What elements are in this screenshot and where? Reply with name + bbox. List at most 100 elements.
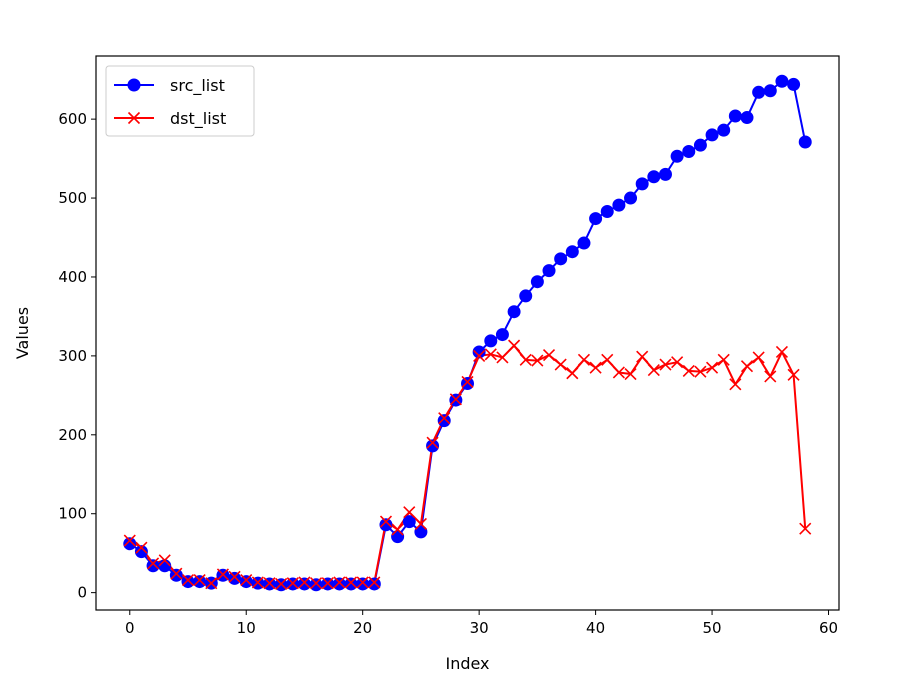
data-point-src_list — [624, 191, 638, 205]
data-point-src_list — [402, 515, 416, 529]
data-point-dst_list — [577, 353, 591, 366]
data-point-dst_list — [508, 339, 521, 352]
legend-marker — [127, 111, 141, 125]
x-tick-label: 0 — [125, 619, 135, 637]
data-point-src_list — [740, 111, 754, 125]
data-point-src_list — [787, 77, 801, 91]
legend-marker — [127, 78, 141, 92]
x-tick-label: 50 — [703, 619, 722, 637]
data-point-src_list — [391, 530, 405, 544]
data-point-src_list — [123, 537, 137, 551]
data-point-dst_list — [775, 345, 789, 359]
legend-label: dst_list — [170, 109, 226, 129]
data-point-dst_list — [275, 577, 288, 591]
data-point-dst_list — [123, 534, 136, 547]
data-point-dst_list — [426, 436, 439, 449]
data-point-dst_list — [286, 577, 299, 590]
data-point-dst_list — [694, 365, 707, 378]
data-point-src_list — [367, 577, 381, 591]
data-point-src_list — [472, 345, 486, 359]
data-point-src_list — [670, 149, 684, 163]
data-point-dst_list — [356, 576, 369, 589]
data-point-src_list — [577, 236, 591, 250]
data-point-dst_list — [135, 541, 148, 554]
x-tick-label: 60 — [819, 619, 838, 637]
data-point-dst_list — [321, 577, 334, 590]
data-point-src_list — [554, 252, 568, 266]
data-point-src_list — [682, 144, 696, 158]
data-point-dst_list — [624, 367, 637, 381]
data-point-dst_list — [438, 412, 451, 425]
data-point-dst_list — [636, 350, 649, 363]
data-point-src_list — [181, 575, 195, 589]
data-point-src_list — [763, 84, 777, 98]
data-point-src_list — [193, 575, 207, 589]
data-point-dst_list — [193, 573, 206, 587]
data-point-src_list — [461, 377, 474, 391]
data-point-dst_list — [705, 361, 719, 374]
data-point-src_list — [798, 135, 812, 149]
y-axis-ticks: 0 100 200 300 400 500 600 — [58, 110, 96, 602]
legend-item-dst_list: dst_list — [114, 109, 226, 129]
data-point-dst_list — [368, 576, 381, 589]
data-point-dst_list — [310, 577, 323, 590]
x-axis-ticks: 0 10 20 30 40 50 60 — [125, 610, 838, 637]
data-point-src_list — [309, 578, 323, 592]
data-point-dst_list — [787, 368, 800, 381]
data-point-src_list — [612, 198, 626, 212]
data-point-dst_list — [391, 523, 404, 536]
data-point-dst_list — [729, 378, 742, 391]
data-point-src_list — [565, 245, 579, 259]
data-point-src_list — [693, 138, 707, 152]
data-point-src_list — [542, 264, 556, 278]
data-point-dst_list — [216, 568, 230, 581]
data-point-src_list — [437, 414, 451, 428]
data-point-dst_list — [158, 554, 171, 567]
data-point-dst_list — [612, 366, 625, 379]
data-point-src_list — [239, 575, 253, 589]
legend-item-src_list: src_list — [114, 76, 225, 96]
data-point-dst_list — [484, 348, 497, 361]
x-tick-label: 10 — [237, 619, 256, 637]
legend: src_list dst_list — [105, 65, 255, 137]
data-point-dst_list — [170, 567, 183, 580]
data-point-src_list — [635, 177, 649, 191]
y-tick-label: 300 — [58, 347, 87, 365]
y-tick-label: 100 — [58, 505, 87, 523]
data-point-dst_list — [589, 361, 602, 374]
series-markers — [123, 74, 812, 592]
series-line-src_list — [129, 80, 807, 586]
y-tick-label: 400 — [58, 268, 87, 286]
x-axis-label: Index — [445, 654, 489, 673]
data-point-dst_list — [181, 573, 195, 587]
data-point-src_list — [589, 212, 603, 226]
x-tick-label: 40 — [586, 619, 605, 637]
data-point-dst_list — [263, 577, 276, 590]
data-point-dst_list — [671, 356, 684, 369]
data-point-dst_list — [647, 364, 660, 377]
data-point-src_list — [647, 170, 661, 184]
data-point-src_list — [344, 577, 358, 591]
y-axis-label: Values — [13, 307, 32, 359]
x-tick-label: 20 — [353, 619, 372, 637]
data-point-dst_list — [542, 349, 556, 362]
data-point-src_list — [169, 568, 183, 582]
data-point-dst_list — [566, 367, 579, 380]
data-point-src_list — [414, 525, 428, 539]
data-point-dst_list — [333, 576, 346, 589]
data-point-dst_list — [449, 393, 462, 406]
data-point-dst_list — [379, 515, 393, 528]
plot-frame — [95, 55, 840, 611]
data-point-src_list — [752, 85, 766, 99]
data-point-dst_list — [461, 375, 474, 388]
data-point-dst_list — [344, 576, 358, 589]
data-point-dst_list — [764, 370, 777, 383]
data-point-dst_list — [682, 364, 695, 377]
data-point-src_list — [356, 577, 370, 591]
data-point-dst_list — [752, 351, 765, 364]
data-point-src_list — [297, 577, 311, 591]
data-point-dst_list — [240, 573, 253, 587]
y-tick-label: 500 — [58, 189, 87, 207]
data-point-src_list — [134, 545, 148, 559]
